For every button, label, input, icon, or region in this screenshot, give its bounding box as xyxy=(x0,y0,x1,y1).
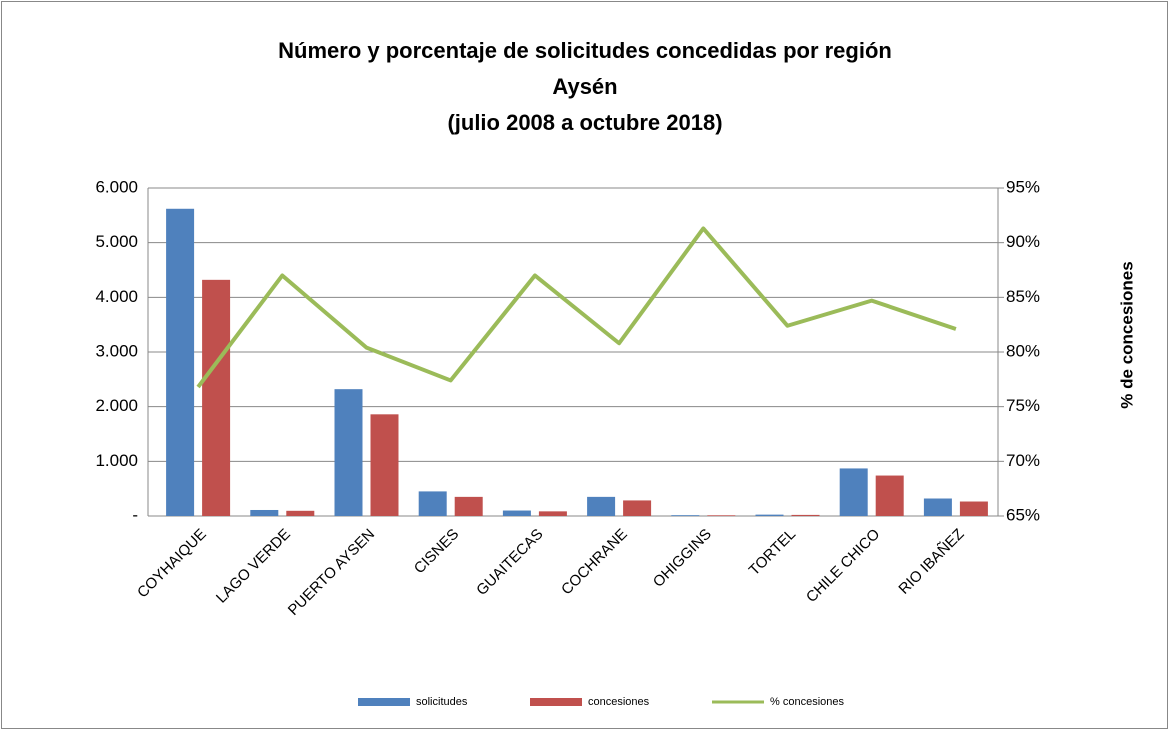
bar xyxy=(538,511,567,516)
line xyxy=(196,226,957,389)
bar xyxy=(671,515,700,516)
chart-title: (julio 2008 a octubre 2018) xyxy=(447,110,722,135)
bar xyxy=(502,510,531,516)
y2-tick-label: 65% xyxy=(1006,505,1040,524)
y-tick-label: - xyxy=(132,505,138,524)
y2-tick-label: 80% xyxy=(1006,341,1040,360)
y-tick-label: 5.000 xyxy=(95,232,138,251)
bar xyxy=(791,514,820,516)
bar xyxy=(707,515,736,516)
y-tick-label: 6.000 xyxy=(95,177,138,196)
legend-swatch xyxy=(358,698,410,706)
legend-label: solicitudes xyxy=(416,696,468,708)
legend-swatch xyxy=(530,698,582,706)
bar xyxy=(286,510,315,516)
bar xyxy=(755,514,784,516)
bar xyxy=(959,501,988,516)
bar xyxy=(623,500,652,516)
chart-title: Aysén xyxy=(552,74,617,99)
chart-title: Número y porcentaje de solicitudes conce… xyxy=(278,38,892,63)
bar xyxy=(454,496,483,516)
bar xyxy=(334,389,363,516)
legend-label: concesiones xyxy=(588,696,650,708)
y2-axis-label: % de concesiones xyxy=(1117,261,1136,408)
bar xyxy=(166,208,195,517)
bar xyxy=(587,496,616,516)
bar xyxy=(923,498,952,516)
y2-tick-label: 75% xyxy=(1006,396,1040,415)
bar xyxy=(875,475,904,516)
y2-tick-label: 90% xyxy=(1006,232,1040,251)
y-tick-label: 2.000 xyxy=(95,396,138,415)
bar xyxy=(202,279,231,516)
bar xyxy=(418,491,447,516)
bar xyxy=(370,414,399,516)
y-tick-label: 4.000 xyxy=(95,287,138,306)
bar xyxy=(250,509,279,516)
y-tick-label: 1.000 xyxy=(95,451,138,470)
legend-label: % concesiones xyxy=(770,696,844,708)
y2-tick-label: 70% xyxy=(1006,451,1040,470)
y2-tick-label: 95% xyxy=(1006,177,1040,196)
bar xyxy=(839,468,868,516)
y2-tick-label: 85% xyxy=(1006,287,1040,306)
y-tick-label: 3.000 xyxy=(95,341,138,360)
